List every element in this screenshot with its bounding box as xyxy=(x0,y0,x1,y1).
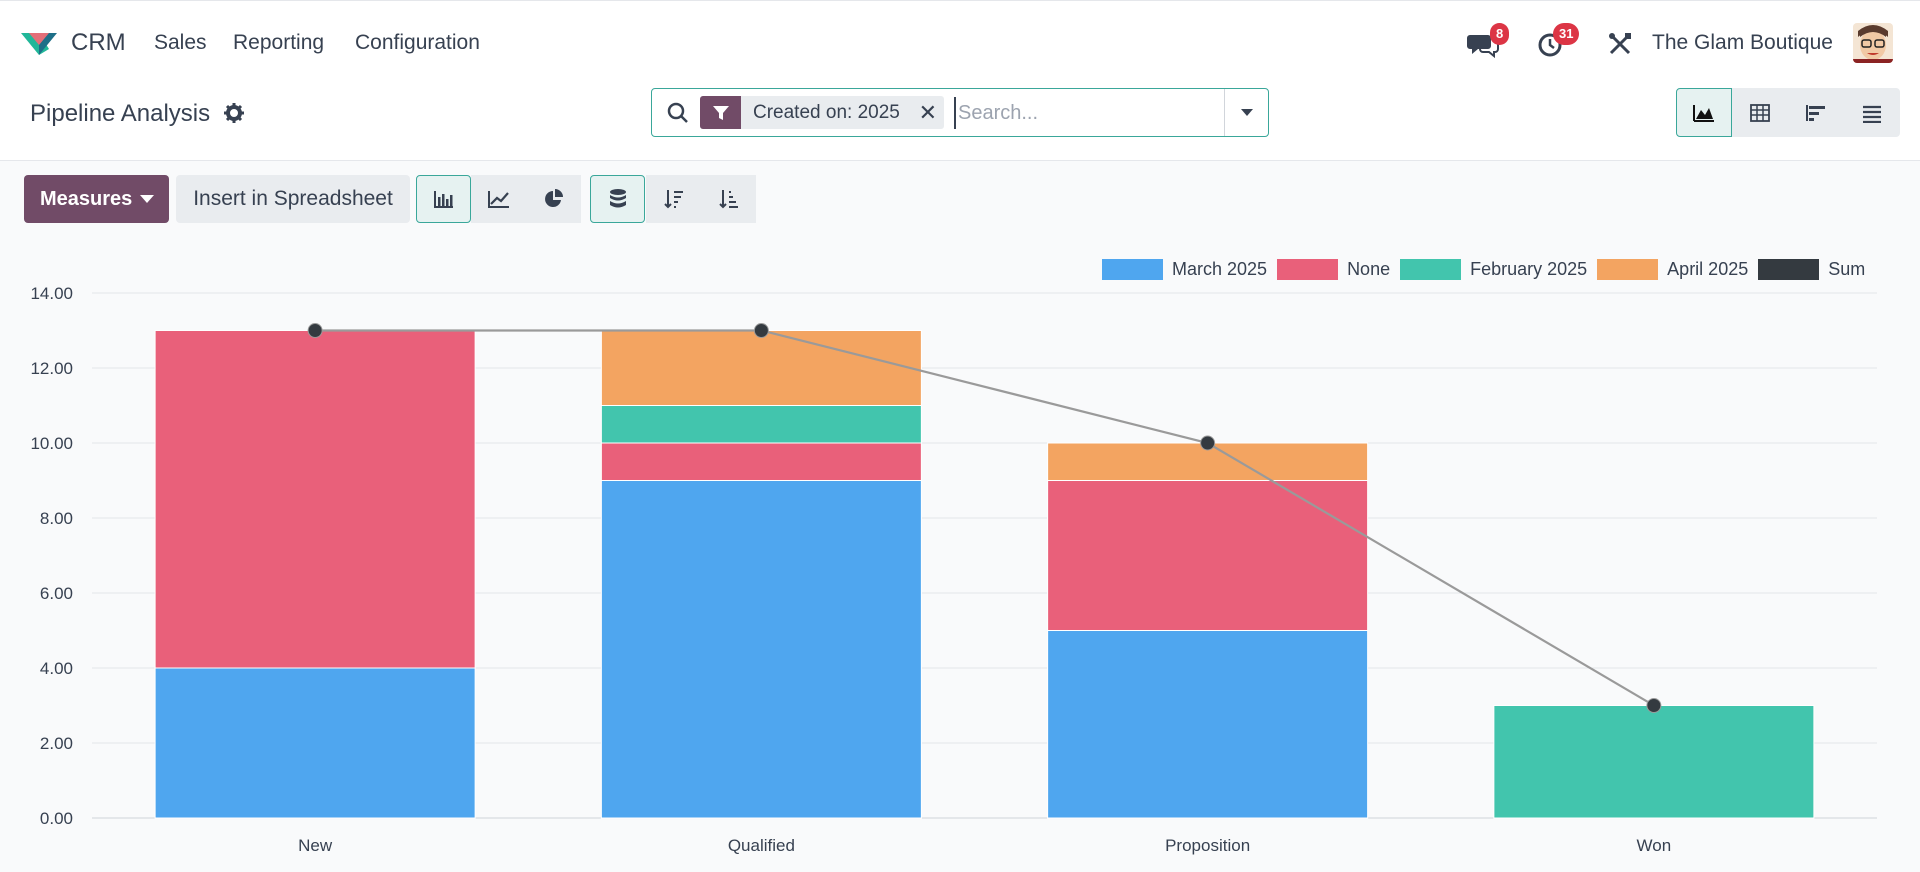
pivot-view-button[interactable] xyxy=(1732,88,1788,137)
cohort-view-button[interactable] xyxy=(1788,88,1844,137)
legend-label: February 2025 xyxy=(1470,258,1588,279)
crm-logo-icon[interactable] xyxy=(19,27,59,57)
legend-label: March 2025 xyxy=(1172,258,1268,279)
app-name[interactable]: CRM xyxy=(71,29,126,56)
bar-segment[interactable] xyxy=(154,667,476,819)
caret-down-icon xyxy=(140,195,154,203)
line-chart-button[interactable] xyxy=(471,175,526,223)
sum-point[interactable] xyxy=(753,323,769,338)
gear-icon[interactable] xyxy=(223,102,245,124)
bar-chart-icon xyxy=(433,191,453,208)
y-tick-label: 14.00 xyxy=(30,284,73,303)
menu-configuration[interactable]: Configuration xyxy=(355,31,480,54)
legend-item-february[interactable]: February 2025 xyxy=(1400,258,1588,280)
sum-line xyxy=(315,329,1655,707)
y-tick-label: 12.00 xyxy=(30,359,73,378)
y-tick-label: 0.00 xyxy=(40,809,73,828)
facet-label: Created on: 2025 xyxy=(753,101,900,123)
legend-item-april[interactable]: April 2025 xyxy=(1597,258,1749,280)
pipeline-bar-chart: 0.00 2.00 4.00 6.00 8.00 10.00 12.00 14.00 New Qu… xyxy=(30,284,1877,855)
stacked-toggle-group xyxy=(590,175,645,223)
sum-point[interactable] xyxy=(1646,698,1662,713)
filter-icon xyxy=(700,96,741,129)
y-tick-label: 8.00 xyxy=(40,509,73,528)
legend-swatch xyxy=(1277,258,1339,280)
menu-reporting[interactable]: Reporting xyxy=(233,31,325,54)
sort-ascending-button[interactable] xyxy=(701,175,756,223)
menu-sales[interactable]: Sales xyxy=(154,31,207,54)
y-tick-label: 6.00 xyxy=(40,584,73,603)
bar-segment[interactable] xyxy=(154,330,476,669)
measures-button[interactable]: Measures xyxy=(24,175,169,223)
measures-label: Measures xyxy=(40,187,133,210)
legend-label: Sum xyxy=(1828,258,1866,279)
sum-point[interactable] xyxy=(1200,435,1216,451)
x-category-label: New xyxy=(298,836,333,855)
legend-swatch xyxy=(1102,258,1163,280)
chevron-down-icon xyxy=(1240,108,1253,116)
stacked-button[interactable] xyxy=(590,175,645,223)
sort-descending-icon xyxy=(663,190,683,209)
bar-segment[interactable] xyxy=(1047,630,1369,819)
legend-label: None xyxy=(1347,258,1391,279)
graph-view-button[interactable] xyxy=(1676,88,1732,137)
table-icon xyxy=(1750,103,1770,122)
database-icon xyxy=(609,189,626,208)
search-options-toggle[interactable] xyxy=(1224,89,1268,136)
sort-ascending-icon xyxy=(718,190,738,209)
search-bar: Created on: 2025 ✕ xyxy=(651,88,1269,137)
area-chart-icon xyxy=(1693,104,1714,122)
bar-segment[interactable] xyxy=(1493,705,1815,819)
bar-segment[interactable] xyxy=(1047,480,1369,631)
y-tick-label: 2.00 xyxy=(40,734,73,753)
page-title: Pipeline Analysis xyxy=(30,100,211,127)
legend-item-march[interactable]: March 2025 xyxy=(1102,258,1268,280)
activities-clock-icon[interactable] xyxy=(1535,27,1569,61)
bar-segment[interactable] xyxy=(600,330,922,406)
legend-label: April 2025 xyxy=(1667,258,1749,279)
cohort-icon xyxy=(1806,104,1825,121)
filter-facet: Created on: 2025 ✕ xyxy=(700,96,944,129)
legend-swatch xyxy=(1597,258,1659,280)
activities-badge: 31 xyxy=(1553,23,1580,45)
bar-segment[interactable] xyxy=(600,405,922,444)
list-icon xyxy=(1863,105,1881,123)
legend-item-sum[interactable]: Sum xyxy=(1758,258,1866,280)
close-icon[interactable]: ✕ xyxy=(918,99,938,125)
bar-segment[interactable] xyxy=(600,480,922,819)
pie-chart-button[interactable] xyxy=(526,175,581,223)
x-category-label: Qualified xyxy=(728,836,795,855)
line-chart-icon xyxy=(487,191,509,208)
legend-swatch xyxy=(1400,258,1462,280)
top-navbar: CRM Sales Reporting Configuration 8 31 T… xyxy=(0,0,1920,83)
sort-group xyxy=(646,175,756,223)
x-category-label: Proposition xyxy=(1165,836,1250,855)
control-panel: Pipeline Analysis Created on: 2025 ✕ xyxy=(0,83,1920,161)
y-tick-label: 4.00 xyxy=(40,659,73,678)
view-switcher xyxy=(1676,88,1900,137)
user-avatar[interactable] xyxy=(1853,23,1893,63)
search-input[interactable] xyxy=(954,97,1216,129)
tools-icon[interactable] xyxy=(1603,27,1637,61)
search-icon[interactable] xyxy=(666,101,690,125)
bar-chart-button[interactable] xyxy=(416,175,471,223)
insert-in-spreadsheet-button[interactable]: Insert in Spreadsheet xyxy=(176,175,410,223)
sum-point[interactable] xyxy=(307,323,323,338)
y-tick-label: 10.00 xyxy=(30,434,73,453)
bar-segment[interactable] xyxy=(600,442,922,481)
sort-descending-button[interactable] xyxy=(646,175,701,223)
company-name[interactable]: The Glam Boutique xyxy=(1652,31,1833,54)
messages-badge: 8 xyxy=(1490,23,1510,45)
legend-swatch xyxy=(1758,258,1820,280)
list-view-button[interactable] xyxy=(1844,88,1900,137)
chart-type-group xyxy=(416,175,581,223)
chart-legend: March 2025 None February 2025 April 2025… xyxy=(1092,257,1865,281)
legend-item-none[interactable]: None xyxy=(1277,258,1391,280)
x-category-label: Won xyxy=(1637,836,1672,855)
pie-chart-icon xyxy=(544,189,563,207)
